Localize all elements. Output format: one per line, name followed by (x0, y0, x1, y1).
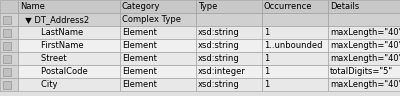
Bar (120, 39, 196, 52)
Text: Element: Element (122, 54, 157, 63)
Text: xsd:integer: xsd:integer (198, 67, 246, 76)
Text: Element: Element (122, 41, 157, 50)
Bar (2, 15, 10, 24)
Bar (262, 0, 328, 13)
Bar (120, 52, 196, 65)
Bar (328, 78, 400, 91)
Text: Street: Street (20, 54, 67, 63)
Text: Type: Type (198, 2, 217, 11)
Bar (328, 52, 400, 65)
Bar (328, 0, 400, 13)
Bar (0, 52, 18, 65)
Text: xsd:string: xsd:string (198, 28, 240, 37)
Text: City: City (20, 80, 58, 89)
Bar (120, 0, 196, 13)
Bar (196, 0, 262, 13)
Bar (120, 65, 196, 78)
Bar (2, 41, 10, 50)
Bar (262, 52, 328, 65)
Bar (2, 55, 10, 62)
Bar (196, 52, 262, 65)
Bar (2, 29, 10, 36)
Bar (262, 13, 328, 26)
Bar (0, 39, 18, 52)
Bar (262, 78, 328, 91)
Text: maxLength="40": maxLength="40" (330, 28, 400, 37)
Text: PostalCode: PostalCode (20, 67, 88, 76)
Bar (0, 0, 18, 13)
Text: LastName: LastName (20, 28, 83, 37)
Text: xsd:string: xsd:string (198, 54, 240, 63)
Text: ▼ DT_Address2: ▼ DT_Address2 (20, 15, 89, 24)
Bar (328, 39, 400, 52)
Bar (120, 26, 196, 39)
Text: FirstName: FirstName (20, 41, 84, 50)
Bar (328, 13, 400, 26)
Bar (18, 26, 120, 39)
Bar (196, 65, 262, 78)
Text: 1..unbounded: 1..unbounded (264, 41, 322, 50)
Bar (18, 78, 120, 91)
Bar (120, 78, 196, 91)
Bar (262, 39, 328, 52)
Text: Occurrence: Occurrence (264, 2, 312, 11)
Bar (196, 13, 262, 26)
Bar (0, 65, 18, 78)
Text: maxLength="40": maxLength="40" (330, 80, 400, 89)
Text: Complex Type: Complex Type (122, 15, 181, 24)
Text: xsd:string: xsd:string (198, 41, 240, 50)
Bar (18, 65, 120, 78)
Bar (262, 26, 328, 39)
Text: maxLength="40": maxLength="40" (330, 41, 400, 50)
Text: 1: 1 (264, 54, 269, 63)
Bar (0, 26, 18, 39)
Text: xsd:string: xsd:string (198, 80, 240, 89)
Text: Category: Category (122, 2, 160, 11)
Bar (0, 13, 18, 26)
Bar (18, 39, 120, 52)
Bar (262, 65, 328, 78)
Bar (0, 78, 18, 91)
Text: Details: Details (330, 2, 359, 11)
Text: Name: Name (20, 2, 45, 11)
Bar (18, 13, 120, 26)
Text: 1: 1 (264, 28, 269, 37)
Bar (196, 78, 262, 91)
Bar (18, 0, 120, 13)
Bar (328, 26, 400, 39)
Text: Element: Element (122, 67, 157, 76)
Text: maxLength="40": maxLength="40" (330, 54, 400, 63)
Text: 1: 1 (264, 67, 269, 76)
Bar (196, 26, 262, 39)
Bar (196, 39, 262, 52)
Bar (2, 81, 10, 89)
Bar (328, 65, 400, 78)
Text: Element: Element (122, 28, 157, 37)
Text: Element: Element (122, 80, 157, 89)
Text: totalDigits="5": totalDigits="5" (330, 67, 393, 76)
Text: 1: 1 (264, 80, 269, 89)
Bar (120, 13, 196, 26)
Bar (18, 52, 120, 65)
Bar (2, 67, 10, 75)
